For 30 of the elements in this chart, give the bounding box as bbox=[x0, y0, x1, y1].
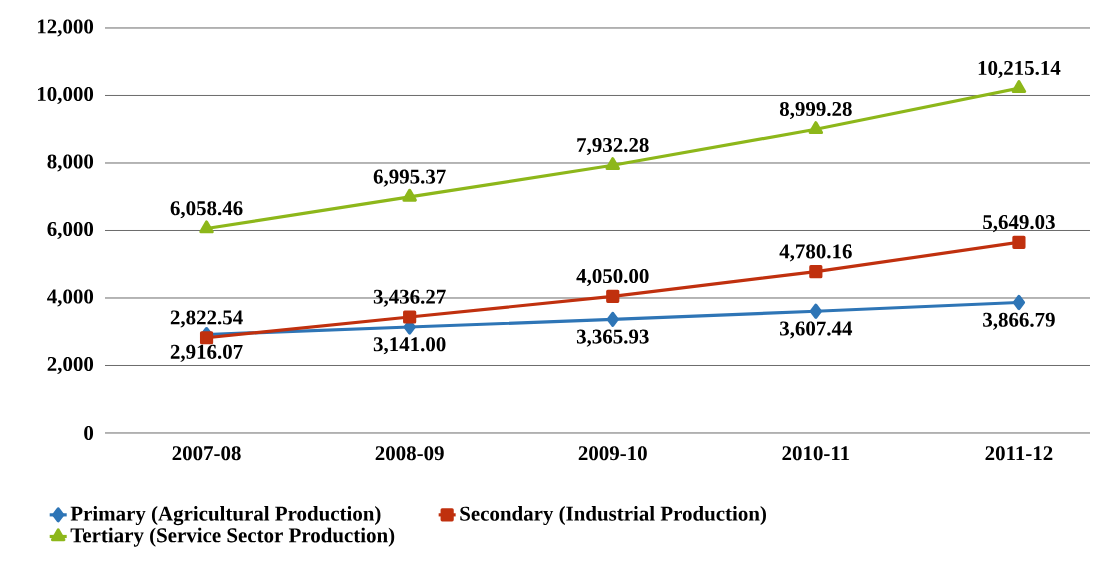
data-label: 3,365.93 bbox=[576, 329, 649, 347]
data-label: 4,780.16 bbox=[779, 244, 852, 262]
data-label: 2,822.54 bbox=[170, 310, 243, 328]
x-tick-label: 2010-11 bbox=[782, 446, 850, 461]
data-label: 3,436.27 bbox=[373, 289, 446, 307]
y-tick-label: 2,000 bbox=[47, 356, 94, 375]
data-label: 6,995.37 bbox=[373, 169, 446, 187]
data-label: 8,999.28 bbox=[779, 101, 852, 120]
data-label: 2,916.07 bbox=[170, 344, 243, 362]
data-label: 3,607.44 bbox=[780, 321, 853, 339]
y-tick-label: 8,000 bbox=[47, 154, 94, 172]
data-label: 3,141.00 bbox=[373, 337, 446, 355]
y-tick-label: 4,000 bbox=[47, 289, 94, 307]
data-label: 3,866.79 bbox=[983, 312, 1055, 330]
y-tick-label: 12,000 bbox=[37, 19, 94, 37]
x-tick-label: 2007-08 bbox=[172, 446, 241, 461]
legend-label: Tertiary (Service Sector Production) bbox=[70, 527, 395, 547]
data-label: 6,058.46 bbox=[170, 201, 243, 219]
y-tick-label: 10,000 bbox=[37, 86, 94, 105]
x-tick-label: 2009-10 bbox=[578, 446, 647, 461]
legend-label: Primary (Agricultural Production) bbox=[70, 506, 381, 526]
data-label: 7,932.28 bbox=[577, 137, 649, 156]
data-label: 5,649.03 bbox=[983, 214, 1055, 233]
y-tick-label: 6,000 bbox=[47, 221, 94, 240]
data-label: 4,050.00 bbox=[576, 268, 649, 287]
y-tick-label: 0 bbox=[84, 425, 94, 441]
data-label: 10,215.14 bbox=[978, 60, 1061, 79]
x-tick-label: 2011-12 bbox=[985, 446, 1053, 461]
legend-label: Secondary (Industrial Production) bbox=[460, 506, 766, 526]
x-tick-label: 2008-09 bbox=[375, 446, 444, 461]
